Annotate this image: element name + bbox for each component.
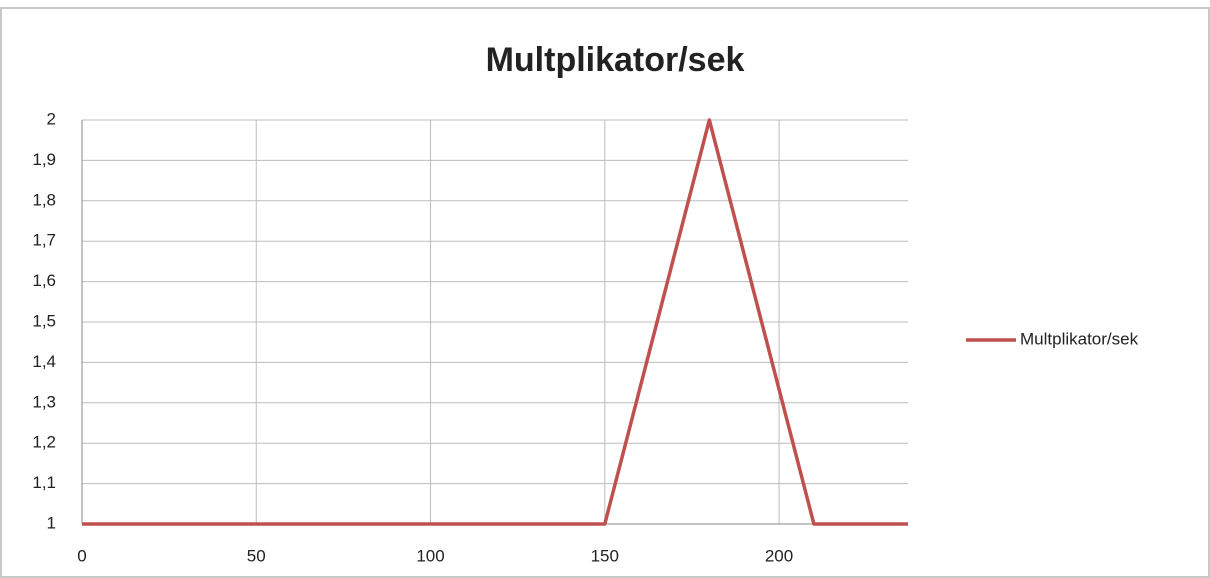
- y-tick-label: 1,6: [32, 271, 56, 290]
- y-tick-label: 1,7: [32, 231, 56, 250]
- y-tick-label: 1,1: [32, 473, 56, 492]
- y-tick-label: 2: [47, 109, 56, 128]
- y-tick-label: 1,5: [32, 311, 56, 330]
- y-tick-label: 1,3: [32, 392, 56, 411]
- y-tick-label: 1,2: [32, 433, 56, 452]
- y-tick-label: 1,4: [32, 352, 56, 371]
- chart-title: Multplikator/sek: [486, 41, 745, 79]
- data-line: [82, 118, 908, 526]
- x-tick-label: 0: [77, 546, 86, 565]
- y-tick-label: 1,8: [32, 190, 56, 209]
- y-tick-label: 1: [47, 513, 56, 532]
- x-tick-label: 150: [591, 546, 619, 565]
- x-tick-label: 50: [247, 546, 266, 565]
- legend-label: Multplikator/sek: [1020, 329, 1139, 348]
- x-tick-label: 200: [765, 546, 793, 565]
- y-tick-label: 1,9: [32, 150, 56, 169]
- x-tick-label: 100: [416, 546, 444, 565]
